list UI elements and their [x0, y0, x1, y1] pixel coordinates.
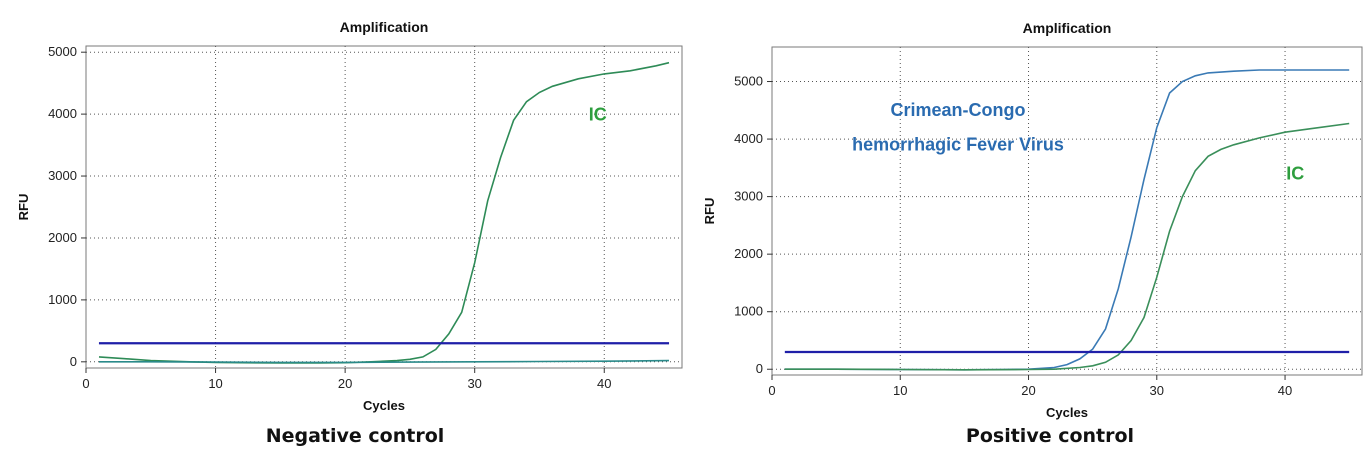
c0-x-tick-label: 30 — [467, 376, 481, 391]
c1-y-axis-label: RFU — [702, 198, 717, 225]
c1-annotation-0: Crimean-Congo — [890, 100, 1025, 120]
positive-control-chart: Amplification 0 10 20 30 40 0 1000 2000 3000 4000 5… — [690, 0, 1368, 420]
c1-x-tick-label: 40 — [1278, 383, 1292, 398]
c1-x-tick-label: 20 — [1021, 383, 1035, 398]
c1-x-tick-label: 30 — [1150, 383, 1164, 398]
c1-x-tick-label: 10 — [893, 383, 907, 398]
c1-x-tick-label: 0 — [768, 383, 775, 398]
c0-chart-title: Amplification — [340, 19, 429, 35]
c0-plot-area — [86, 46, 682, 368]
c1-annotation-1: hemorrhagic Fever Virus — [852, 135, 1064, 155]
c1-plot-area — [772, 47, 1362, 375]
c1-y-tick-label: 2000 — [734, 246, 763, 261]
c0-y-axis-label: RFU — [16, 194, 31, 221]
c1-y-tick-label: 5000 — [734, 74, 763, 89]
c0-x-tick-label: 20 — [338, 376, 352, 391]
c1-y-tick-label: 3000 — [734, 189, 763, 204]
caption-negative-control: Negative control — [190, 425, 520, 447]
c0-y-tick-label: 4000 — [48, 106, 77, 121]
c1-annotation-2: IC — [1286, 163, 1304, 183]
c1-chart-title: Amplification — [1023, 20, 1112, 36]
c1-y-tick-label: 0 — [756, 361, 763, 376]
c0-x-tick-label: 10 — [208, 376, 222, 391]
negative-control-chart: Amplification 0 10 20 30 40 0 1000 2000 3000 4000 5… — [0, 0, 690, 420]
caption-positive-control: Positive control — [885, 425, 1215, 447]
c0-annotation-0: IC — [589, 104, 607, 124]
c1-x-axis-label: Cycles — [1046, 405, 1088, 420]
c0-x-axis-label: Cycles — [363, 398, 405, 413]
c0-x-tick-label: 40 — [597, 376, 611, 391]
c0-y-tick-label: 3000 — [48, 168, 77, 183]
c0-y-tick-label: 0 — [70, 354, 77, 369]
c0-y-tick-label: 2000 — [48, 230, 77, 245]
c0-x-tick-label: 0 — [82, 376, 89, 391]
c0-y-tick-label: 5000 — [48, 44, 77, 59]
c1-y-tick-label: 4000 — [734, 131, 763, 146]
c0-y-tick-label: 1000 — [48, 292, 77, 307]
c1-y-tick-label: 1000 — [734, 304, 763, 319]
